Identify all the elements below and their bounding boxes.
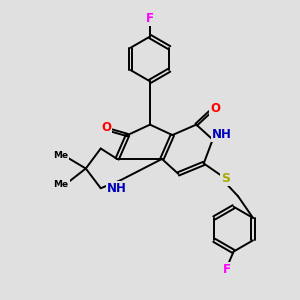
Text: O: O [210, 102, 220, 115]
Text: Me: Me [53, 180, 69, 189]
Text: F: F [146, 12, 154, 25]
Text: Me: Me [53, 151, 68, 160]
Text: S: S [221, 172, 230, 185]
Text: F: F [223, 263, 231, 276]
Text: NH: NH [212, 128, 232, 141]
Text: NH: NH [106, 182, 127, 195]
Text: O: O [101, 121, 111, 134]
